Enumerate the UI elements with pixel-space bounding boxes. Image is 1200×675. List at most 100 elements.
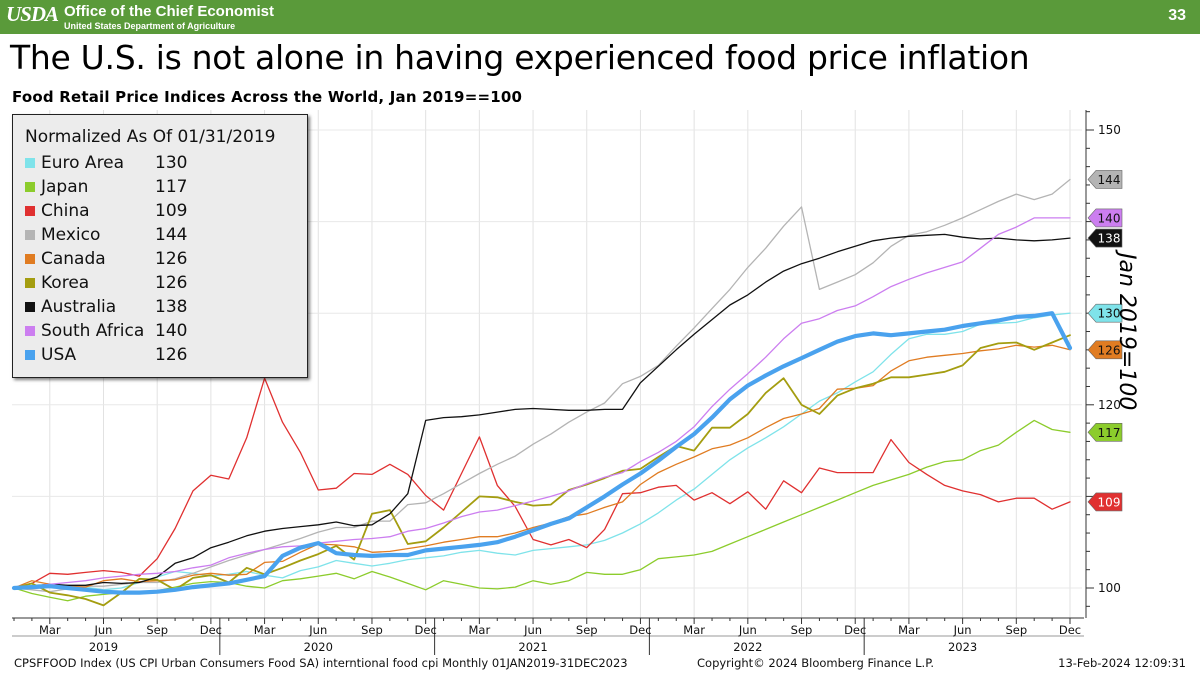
end-value-label: 138 (1098, 232, 1121, 246)
x-tick-label: Mar (469, 623, 491, 637)
legend-swatch (25, 182, 35, 192)
x-year-label: 2020 (304, 640, 333, 654)
y-tick-label: 100 (1098, 581, 1121, 595)
legend-swatch (25, 230, 35, 240)
legend-swatch (25, 350, 35, 360)
footer-timestamp: 13-Feb-2024 12:09:31 (1058, 656, 1186, 670)
legend-item: Euro Area 130 (13, 151, 307, 175)
legend-series-name: Euro Area (41, 153, 125, 173)
end-value-tag (1087, 208, 1123, 228)
header-bar: USDA Office of the Chief Economist Unite… (0, 0, 1200, 34)
end-value-tag (1087, 303, 1123, 323)
legend-series-value: 126 (155, 345, 188, 365)
x-tick-label: Jun (308, 623, 327, 637)
legend-swatch (25, 254, 35, 264)
y-axis-side-label: Jan 2019=100 (1114, 253, 1139, 411)
legend-item: Mexico 144 (13, 223, 307, 247)
x-tick-label: Mar (898, 623, 920, 637)
x-tick-label: Dec (415, 623, 437, 637)
footer-copyright: Copyright© 2024 Bloomberg Finance L.P. (697, 656, 934, 670)
footer-source: CPSFFOOD Index (US CPI Urban Consumers F… (14, 656, 628, 670)
legend-swatch (25, 158, 35, 168)
series-line-euro-area (13, 312, 1071, 591)
line-chart: 100 120 150 Mar Jun Sep Dec Mar Jun Sep Dec Mar Jun S… (11, 110, 1123, 655)
x-tick-label: Jun (94, 623, 113, 637)
legend-series-name: Korea (41, 273, 90, 293)
legend-swatch (25, 302, 35, 312)
legend-item: USA 126 (13, 343, 307, 367)
page-number: 33 (1168, 7, 1186, 24)
x-tick-label: Jun (953, 623, 972, 637)
x-year-label: 2021 (518, 640, 547, 654)
series-line-korea (13, 334, 1071, 607)
series-line-south-africa (13, 217, 1071, 589)
end-value-tag (1087, 228, 1123, 248)
end-value-tag (1087, 422, 1123, 442)
legend-series-value: 117 (155, 177, 188, 197)
series-line-china (13, 377, 1071, 589)
x-tick-label: Mar (683, 623, 705, 637)
end-value-tag (1087, 340, 1123, 360)
dept-name: United States Department of Agriculture (64, 21, 236, 31)
end-value-tag (1087, 170, 1123, 189)
chart-title: Food Retail Price Indices Across the Wor… (12, 88, 523, 106)
legend-series-name: USA (41, 345, 77, 365)
end-value-tag (1087, 492, 1123, 512)
legend-item: China 109 (13, 199, 307, 223)
legend-series-value: 130 (155, 153, 188, 173)
x-tick-label: Mar (254, 623, 276, 637)
legend-swatch (25, 206, 35, 216)
end-value-label: 144 (1098, 173, 1121, 187)
end-value-label: 126 (1098, 343, 1121, 357)
legend-swatch (25, 326, 35, 336)
x-year-label: 2023 (948, 640, 977, 654)
legend-item: Korea 126 (13, 271, 307, 295)
chart-legend: Normalized As Of 01/31/2019 Euro Area 130… (12, 114, 308, 378)
legend-swatch (25, 278, 35, 288)
x-year-label: 2022 (733, 640, 762, 654)
legend-item: Australia 138 (13, 295, 307, 319)
series-line-usa (11, 311, 1073, 595)
x-tick-label: Dec (629, 623, 651, 637)
x-tick-label: Mar (39, 623, 61, 637)
x-tick-label: Sep (361, 623, 383, 637)
usda-logo: USDA (6, 2, 59, 26)
x-tick-label: Sep (791, 623, 813, 637)
legend-series-name: Mexico (41, 225, 101, 245)
x-tick-label: Sep (146, 623, 168, 637)
legend-series-value: 138 (155, 297, 188, 317)
series-line-japan (13, 419, 1071, 602)
end-value-label: 140 (1098, 211, 1121, 225)
slide-title: The U.S. is not alone in having experien… (10, 38, 1030, 77)
legend-item: South Africa 140 (13, 319, 307, 343)
legend-series-value: 144 (155, 225, 188, 245)
legend-series-name: Australia (41, 297, 117, 317)
x-tick-label: Sep (576, 623, 598, 637)
x-tick-label: Sep (1005, 623, 1027, 637)
x-tick-label: Dec (1059, 623, 1081, 637)
y-tick-label: 120 (1098, 398, 1121, 412)
x-tick-label: Jun (738, 623, 757, 637)
legend-item: Canada 126 (13, 247, 307, 271)
x-tick-label: Dec (200, 623, 222, 637)
x-year-label: 2019 (89, 640, 118, 654)
legend-series-value: 126 (155, 249, 188, 269)
legend-series-value: 126 (155, 273, 188, 293)
chart-area: 100 120 150 Mar Jun Sep Dec Mar Jun Sep Dec Mar Jun S… (11, 110, 1123, 655)
end-value-label: 109 (1098, 495, 1121, 509)
legend-item: Japan 117 (13, 175, 307, 199)
legend-series-name: Japan (41, 177, 89, 197)
legend-series-value: 109 (155, 201, 188, 221)
x-tick-label: Dec (844, 623, 866, 637)
org-name: Office of the Chief Economist (64, 3, 275, 20)
legend-series-name: South Africa (41, 321, 145, 341)
series-line-australia (13, 233, 1071, 589)
series-line-mexico (13, 178, 1071, 593)
legend-series-name: China (41, 201, 90, 221)
series-line-canada (13, 344, 1071, 589)
end-value-label: 130 (1098, 307, 1121, 321)
y-tick-label: 150 (1098, 123, 1121, 137)
legend-series-name: Canada (41, 249, 106, 269)
legend-header: Normalized As Of 01/31/2019 (25, 127, 276, 147)
end-value-label: 117 (1098, 426, 1121, 440)
